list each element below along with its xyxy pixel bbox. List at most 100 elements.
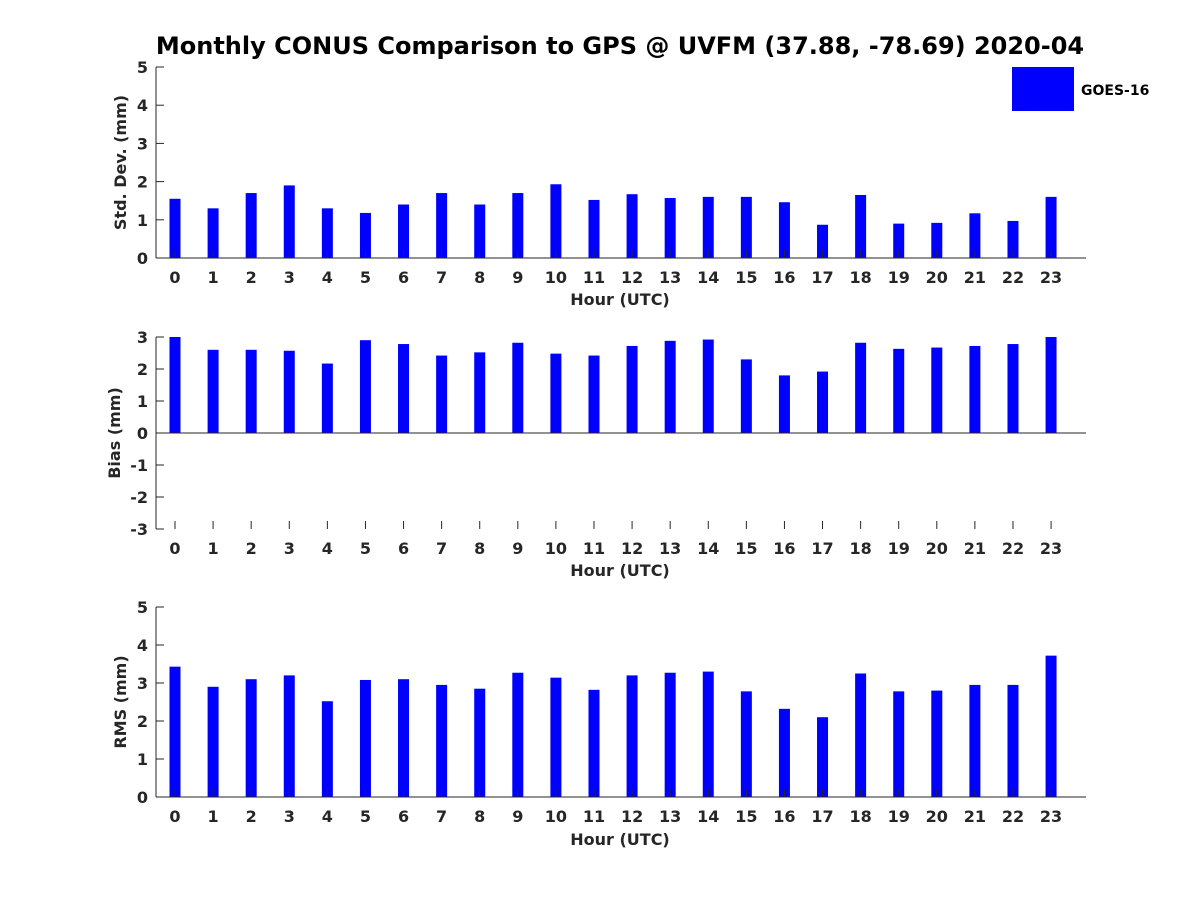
- x-tick-label: 7: [436, 539, 447, 558]
- x-tick-label: 3: [284, 539, 295, 558]
- x-tick-label: 22: [1002, 268, 1024, 287]
- x-tick-label: 8: [474, 268, 485, 287]
- y-tick-label: 3: [137, 328, 148, 347]
- bar-3-hour-18: [855, 673, 867, 797]
- bar-3-hour-1: [207, 686, 219, 797]
- bar-3-hour-11: [588, 689, 600, 797]
- x-tick-label: 12: [621, 539, 643, 558]
- x-tick-label: 13: [659, 268, 681, 287]
- bar-1-hour-11: [588, 199, 600, 258]
- bar-1-hour-17: [817, 224, 829, 258]
- bar-1-hour-8: [474, 204, 486, 258]
- x-tick-label: 0: [169, 268, 180, 287]
- y-tick-label: 0: [137, 424, 148, 443]
- x-tick-label: 20: [926, 268, 948, 287]
- bar-1-hour-5: [359, 212, 371, 258]
- x-tick-label: 5: [360, 807, 371, 826]
- bar-3-hour-15: [740, 691, 752, 797]
- y-tick-label: 4: [137, 96, 148, 115]
- x-tick-label: 22: [1002, 807, 1024, 826]
- bar-2-hour-14: [702, 339, 714, 433]
- bar-3-hour-12: [626, 675, 638, 797]
- bar-3-hour-23: [1045, 655, 1057, 797]
- y-tick-label: 3: [137, 674, 148, 693]
- x-tick-label: 22: [1002, 539, 1024, 558]
- bar-3-hour-19: [893, 691, 905, 797]
- bar-2-hour-2: [245, 349, 257, 433]
- x-axis-label: Hour (UTC): [570, 830, 670, 849]
- x-tick-label: 17: [811, 268, 833, 287]
- y-tick-label: 5: [137, 58, 148, 77]
- x-tick-label: 5: [360, 539, 371, 558]
- bar-2-hour-9: [512, 342, 524, 433]
- bar-2-hour-7: [436, 355, 448, 433]
- bar-1-hour-18: [855, 194, 867, 258]
- bar-1-hour-0: [169, 198, 181, 258]
- x-tick-label: 5: [360, 268, 371, 287]
- bar-1-hour-21: [969, 213, 981, 258]
- y-axis-label: Std. Dev. (mm): [111, 95, 130, 230]
- bar-2-hour-13: [664, 340, 676, 433]
- y-tick-label: 0: [137, 249, 148, 268]
- legend-label: GOES-16: [1081, 83, 1149, 99]
- bar-1-hour-13: [664, 198, 676, 258]
- bar-2-hour-17: [817, 371, 829, 433]
- x-tick-label: 16: [773, 539, 795, 558]
- x-tick-label: 18: [849, 268, 871, 287]
- bar-2-hour-15: [740, 359, 752, 433]
- y-tick-label: 3: [137, 134, 148, 153]
- bar-3-hour-7: [436, 684, 448, 797]
- bar-2-hour-12: [626, 345, 638, 433]
- x-tick-label: 19: [888, 807, 910, 826]
- x-tick-label: 15: [735, 807, 757, 826]
- x-tick-label: 9: [512, 807, 523, 826]
- x-tick-label: 13: [659, 539, 681, 558]
- bar-3-hour-9: [512, 672, 524, 797]
- x-tick-label: 16: [773, 268, 795, 287]
- x-tick-label: 23: [1040, 539, 1062, 558]
- bar-1-hour-1: [207, 208, 219, 258]
- x-tick-label: 2: [246, 268, 257, 287]
- bar-1-hour-15: [740, 196, 752, 258]
- bar-3-hour-13: [664, 672, 676, 797]
- bar-2-hour-11: [588, 355, 600, 433]
- bar-3-hour-5: [359, 679, 371, 797]
- x-tick-label: 18: [849, 539, 871, 558]
- bar-2-hour-19: [893, 348, 905, 433]
- bar-3-hour-3: [283, 675, 295, 797]
- x-tick-label: 4: [322, 807, 333, 826]
- bar-3-hour-10: [550, 677, 562, 797]
- bar-1-hour-3: [283, 185, 295, 258]
- x-tick-label: 1: [208, 539, 219, 558]
- x-tick-label: 8: [474, 807, 485, 826]
- x-tick-label: 23: [1040, 268, 1062, 287]
- x-tick-label: 16: [773, 807, 795, 826]
- bar-3-hour-16: [778, 708, 790, 797]
- x-tick-label: 9: [512, 268, 523, 287]
- x-tick-label: 9: [512, 539, 523, 558]
- bar-1-hour-20: [931, 222, 943, 258]
- x-tick-label: 10: [545, 539, 567, 558]
- legend: GOES-16: [1012, 67, 1149, 111]
- y-tick-label: -2: [130, 488, 148, 507]
- x-tick-label: 21: [964, 539, 986, 558]
- x-tick-label: 17: [811, 807, 833, 826]
- x-tick-label: 3: [284, 268, 295, 287]
- bar-2-hour-16: [778, 375, 790, 433]
- bar-1-hour-2: [245, 193, 257, 258]
- y-tick-label: 5: [137, 598, 148, 617]
- x-tick-label: 1: [208, 268, 219, 287]
- bar-2-hour-4: [321, 363, 333, 433]
- bar-2-hour-18: [855, 342, 867, 433]
- bar-3-hour-20: [931, 690, 943, 797]
- x-tick-label: 4: [322, 539, 333, 558]
- x-tick-label: 17: [811, 539, 833, 558]
- bar-2-hour-8: [474, 352, 486, 433]
- bar-3-hour-22: [1007, 684, 1019, 797]
- bar-3-hour-0: [169, 666, 181, 797]
- y-tick-label: 1: [137, 750, 148, 769]
